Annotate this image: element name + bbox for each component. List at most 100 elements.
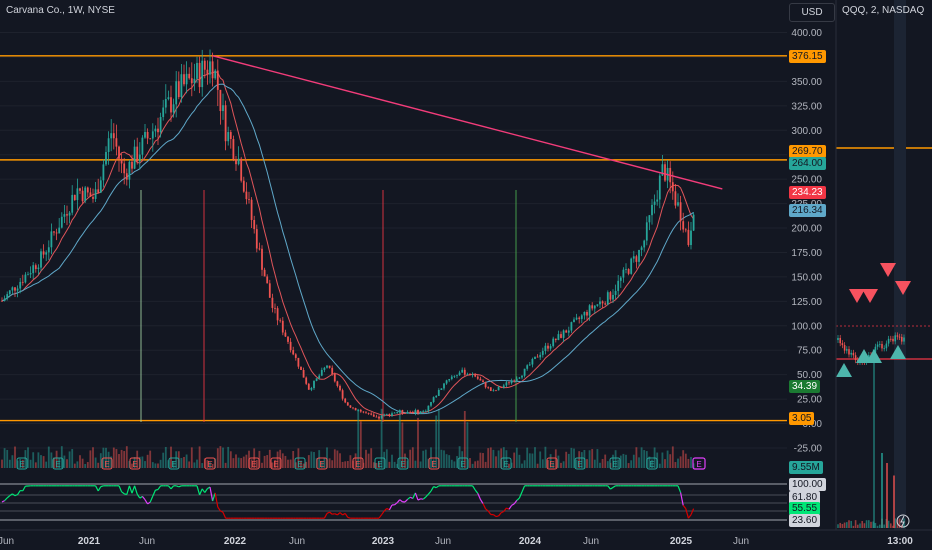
earnings-letter: E — [355, 460, 360, 469]
candle-body — [136, 146, 139, 162]
candle-body — [248, 199, 250, 200]
candle-body — [406, 412, 409, 414]
earnings-letter: E — [104, 460, 109, 469]
qqq-candle — [883, 348, 885, 350]
earnings-letter: E — [207, 460, 212, 469]
earnings-marker[interactable]: E — [457, 457, 469, 470]
price-tick: 150.00 — [791, 272, 822, 283]
earnings-marker[interactable]: E — [546, 457, 558, 470]
earnings-marker[interactable]: E — [374, 457, 386, 470]
volume-bar — [367, 453, 370, 468]
earnings-marker[interactable]: E — [294, 457, 306, 470]
volume-bar — [487, 448, 490, 468]
qqq-candle — [854, 355, 857, 361]
oscillator-segment — [220, 510, 224, 513]
candle-body — [32, 265, 35, 274]
earnings-marker[interactable]: E — [574, 457, 586, 470]
earnings-marker[interactable]: E — [397, 457, 409, 470]
currency-button[interactable]: USD — [789, 3, 835, 22]
candle-body — [518, 377, 521, 379]
earnings-letter: E — [171, 460, 176, 469]
time-axis[interactable]: Jun 2021 Jun 2022 Jun 2023 Jun 2024 Jun 2025 Jun 13… — [0, 536, 913, 547]
candle-body — [565, 330, 568, 333]
volume-bar — [86, 462, 89, 468]
volume-bar — [32, 452, 35, 468]
candle-body — [105, 151, 107, 165]
earnings-badge — [248, 457, 260, 470]
volume-bar — [448, 455, 451, 468]
oscillator-segment — [414, 492, 419, 501]
earnings-marker[interactable]: E — [168, 457, 180, 470]
earnings-marker[interactable]: E — [352, 457, 364, 470]
earnings-marker[interactable]: E — [500, 457, 512, 470]
volume-bar — [427, 458, 430, 468]
earnings-marker[interactable]: E — [316, 457, 328, 470]
oscillator-segment — [95, 485, 99, 492]
volume-bar — [687, 458, 690, 468]
volume-bar — [47, 446, 50, 468]
qqq-volume — [865, 520, 868, 528]
volume-bar — [547, 460, 549, 468]
qqq-candle — [874, 346, 877, 353]
volume-bar — [440, 449, 443, 468]
earnings-badge — [574, 457, 586, 470]
trend-line[interactable] — [212, 55, 723, 190]
candle-body — [450, 376, 453, 380]
volume-bar — [266, 455, 269, 468]
volume-bar — [401, 422, 404, 468]
candle-body — [422, 411, 425, 413]
qqq-volume — [874, 522, 877, 528]
earnings-marker[interactable]: E — [609, 457, 621, 470]
qqq-volume — [876, 525, 879, 528]
candle-body — [401, 410, 404, 413]
volume-bar — [378, 462, 380, 468]
oscillator-segment — [508, 505, 513, 510]
candle-body — [149, 138, 152, 140]
earnings-letter: E — [400, 460, 405, 469]
earnings-marker[interactable]: E — [129, 457, 141, 470]
volume-bar — [229, 451, 232, 468]
volume-bar — [131, 463, 133, 468]
volume-bar — [385, 449, 388, 468]
earnings-marker[interactable]: E — [101, 457, 113, 470]
price-grid — [0, 32, 787, 449]
qqq-candle — [903, 337, 905, 342]
volume-bar — [60, 446, 63, 468]
qqq-volume — [857, 524, 859, 528]
candle-body — [115, 138, 118, 147]
volume-bar — [632, 454, 635, 468]
candle-body — [658, 175, 661, 200]
price-tick: 175.00 — [791, 248, 822, 259]
earnings-letter: E — [297, 460, 302, 469]
earnings-marker[interactable]: E — [248, 457, 260, 470]
oscillator-segment — [407, 496, 411, 500]
volume-bar — [21, 459, 24, 468]
candle-body — [188, 73, 191, 79]
price-label: 100.00 — [789, 478, 826, 491]
time-tick: 2025 — [670, 536, 693, 547]
earnings-marker[interactable]: E — [16, 457, 28, 470]
oscillator-segment — [4, 497, 8, 502]
horizontal-levels[interactable] — [0, 55, 932, 422]
qqq-candle — [887, 338, 890, 344]
oscillator-segment — [511, 503, 515, 506]
volume-bar — [261, 462, 263, 468]
earnings-marker[interactable]: E — [428, 457, 440, 470]
oscillator-segment — [209, 486, 214, 502]
earnings-marker[interactable]: E — [204, 457, 216, 470]
candle-body — [424, 411, 427, 412]
earnings-marker[interactable]: E — [270, 457, 282, 470]
candle-body — [279, 320, 282, 322]
oscillator-segment — [500, 510, 505, 514]
earnings-marker[interactable]: E — [52, 457, 64, 470]
candle-body — [487, 387, 490, 389]
candle-body — [19, 281, 22, 289]
volume-bar — [562, 461, 565, 468]
volume-bar — [489, 447, 492, 468]
earnings-marker[interactable]: E — [646, 457, 658, 470]
qqq-volume — [903, 518, 905, 528]
qqq-volume — [894, 518, 896, 528]
oscillator-segment — [214, 492, 219, 508]
